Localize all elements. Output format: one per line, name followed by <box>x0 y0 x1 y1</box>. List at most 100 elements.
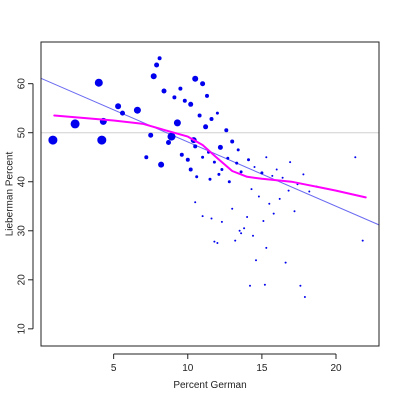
data-point <box>299 284 302 287</box>
data-point <box>284 261 287 264</box>
data-point <box>178 86 183 91</box>
data-point <box>154 62 160 68</box>
x-tick-label: 20 <box>330 363 342 374</box>
data-point <box>240 232 243 235</box>
data-point <box>239 170 243 174</box>
data-point <box>94 78 103 87</box>
data-point <box>231 207 234 210</box>
data-point <box>200 81 206 87</box>
data-point <box>250 188 253 191</box>
data-point <box>303 296 306 298</box>
data-point <box>150 73 157 80</box>
data-point <box>257 195 260 198</box>
data-point <box>224 128 229 133</box>
data-point <box>216 242 219 244</box>
data-point <box>263 283 266 286</box>
data-point <box>217 144 223 150</box>
data-point <box>260 171 264 175</box>
data-point <box>308 190 311 193</box>
data-point <box>148 132 154 138</box>
x-axis: 5 10 15 20 <box>111 353 342 374</box>
data-point <box>293 210 296 213</box>
data-point <box>182 98 187 103</box>
data-point <box>197 113 202 118</box>
data-point <box>201 215 204 218</box>
data-point <box>226 156 230 160</box>
data-point <box>208 177 212 181</box>
data-point <box>220 168 224 171</box>
data-point <box>172 95 177 100</box>
data-point <box>253 166 256 168</box>
data-point <box>115 103 122 110</box>
data-point <box>234 239 237 242</box>
data-point <box>235 161 239 165</box>
data-point <box>275 168 278 171</box>
data-point <box>281 176 284 179</box>
data-point <box>215 111 219 115</box>
data-point <box>133 106 141 114</box>
y-tick-label: 40 <box>17 176 28 188</box>
data-point <box>97 135 107 145</box>
data-point <box>246 216 249 218</box>
data-point <box>210 217 213 220</box>
data-point <box>361 239 364 242</box>
data-point <box>271 174 274 177</box>
data-point <box>272 212 275 215</box>
y-tick-label: 20 <box>17 274 28 286</box>
data-point <box>167 132 176 141</box>
data-point <box>192 75 199 82</box>
data-point <box>302 173 305 176</box>
data-point <box>262 220 265 222</box>
data-point <box>265 156 268 159</box>
data-point <box>220 220 223 223</box>
data-point <box>238 229 241 232</box>
data-point <box>195 175 199 179</box>
data-point <box>48 135 58 145</box>
y-tick-label: 60 <box>17 78 28 90</box>
plot-frame <box>40 41 380 347</box>
data-point <box>354 156 357 159</box>
data-point <box>212 160 216 164</box>
data-point <box>289 161 292 164</box>
data-point <box>236 148 240 152</box>
data-point <box>161 88 167 94</box>
data-points-layer <box>48 56 364 298</box>
data-point <box>188 167 193 172</box>
data-point <box>209 117 214 121</box>
data-point <box>158 161 165 168</box>
data-point <box>203 124 209 130</box>
data-point <box>185 157 190 162</box>
data-point <box>157 56 162 61</box>
data-point <box>227 180 231 184</box>
data-point <box>252 234 254 237</box>
data-point <box>249 284 251 287</box>
data-point <box>188 101 194 107</box>
data-point <box>287 189 290 192</box>
data-point <box>247 158 250 162</box>
smooth-curve <box>53 114 367 199</box>
data-point <box>173 119 181 127</box>
data-point <box>243 227 246 230</box>
data-point <box>265 246 268 249</box>
data-point <box>213 240 216 243</box>
data-point <box>179 152 184 157</box>
y-tick-label: 30 <box>17 225 28 237</box>
data-point <box>166 140 171 145</box>
data-point <box>193 144 198 149</box>
x-axis-title: Percent German <box>173 380 246 391</box>
data-point <box>217 172 221 176</box>
data-point <box>268 202 271 205</box>
y-tick-label: 10 <box>17 323 28 335</box>
x-tick-label: 10 <box>182 363 194 374</box>
x-tick-label: 5 <box>111 363 117 374</box>
y-tick-label: 50 <box>17 127 28 139</box>
x-tick-label: 15 <box>256 363 268 374</box>
data-point <box>194 201 197 204</box>
data-point <box>255 259 257 262</box>
data-point <box>278 197 281 200</box>
data-point <box>201 155 205 159</box>
y-axis: 10 20 30 40 50 60 <box>17 78 34 335</box>
data-point <box>205 93 209 98</box>
data-point <box>120 110 125 116</box>
